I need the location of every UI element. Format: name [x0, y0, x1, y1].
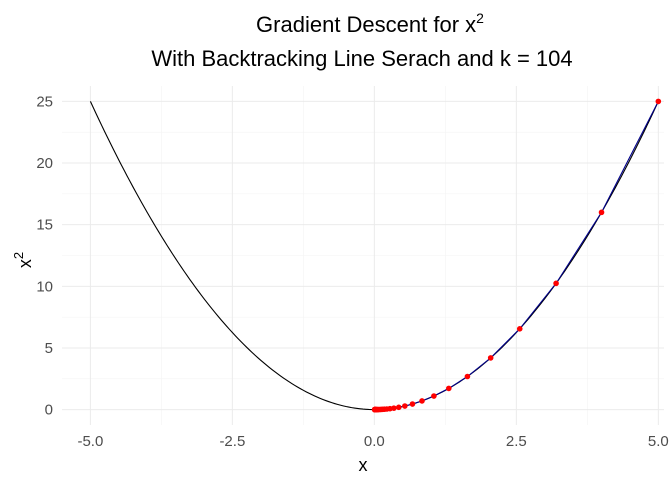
- iterate-point: [553, 280, 559, 287]
- minor-gridlines: [62, 86, 664, 425]
- major-gridlines: [62, 86, 664, 425]
- iterate-points-layer: [371, 98, 662, 413]
- iterate-point: [419, 398, 425, 404]
- iterate-point: [402, 403, 408, 409]
- iterate-point: [446, 385, 452, 392]
- x-tick-label: 2.5: [506, 433, 527, 450]
- chart-title: Gradient Descent for x2 With Backtrackin…: [151, 10, 572, 71]
- chart-title-line1: Gradient Descent for x2: [256, 10, 484, 37]
- y-tick-label: 15: [36, 217, 53, 234]
- x-axis-tick-labels: -5.0 -2.5 0.0 2.5 5.0: [77, 433, 668, 450]
- x-tick-label: 0.0: [364, 433, 385, 450]
- y-axis-tick-labels: 0 5 10 15 20 25: [36, 93, 53, 418]
- x-tick-label: -5.0: [77, 433, 103, 450]
- iterate-point: [464, 373, 471, 380]
- y-axis-title-base: x: [15, 259, 35, 268]
- y-tick-label: 10: [36, 278, 53, 295]
- y-axis-title-superscript: 2: [11, 252, 26, 259]
- iterate-point: [598, 209, 605, 216]
- x-axis-title: x: [359, 455, 368, 475]
- iterate-point: [655, 98, 662, 105]
- y-tick-label: 20: [36, 155, 53, 172]
- y-tick-label: 25: [36, 93, 53, 110]
- x-tick-label: 5.0: [648, 433, 669, 450]
- y-axis-title: x2: [11, 252, 35, 268]
- chart-title-line2: With Backtracking Line Serach and k = 10…: [151, 46, 572, 71]
- iterate-point: [487, 355, 494, 361]
- iterate-point: [395, 404, 402, 411]
- y-tick-label: 5: [45, 340, 53, 357]
- y-axis-title-text: x2: [11, 252, 35, 268]
- x-tick-label: -2.5: [219, 433, 245, 450]
- iterate-point: [409, 401, 416, 407]
- y-tick-label: 0: [45, 402, 53, 419]
- iterate-point: [371, 406, 378, 413]
- iterate-point: [431, 393, 437, 399]
- chart-title-superscript: 2: [476, 10, 484, 26]
- iterate-point: [516, 326, 523, 332]
- chart-title-line1-text: Gradient Descent for x: [256, 12, 476, 37]
